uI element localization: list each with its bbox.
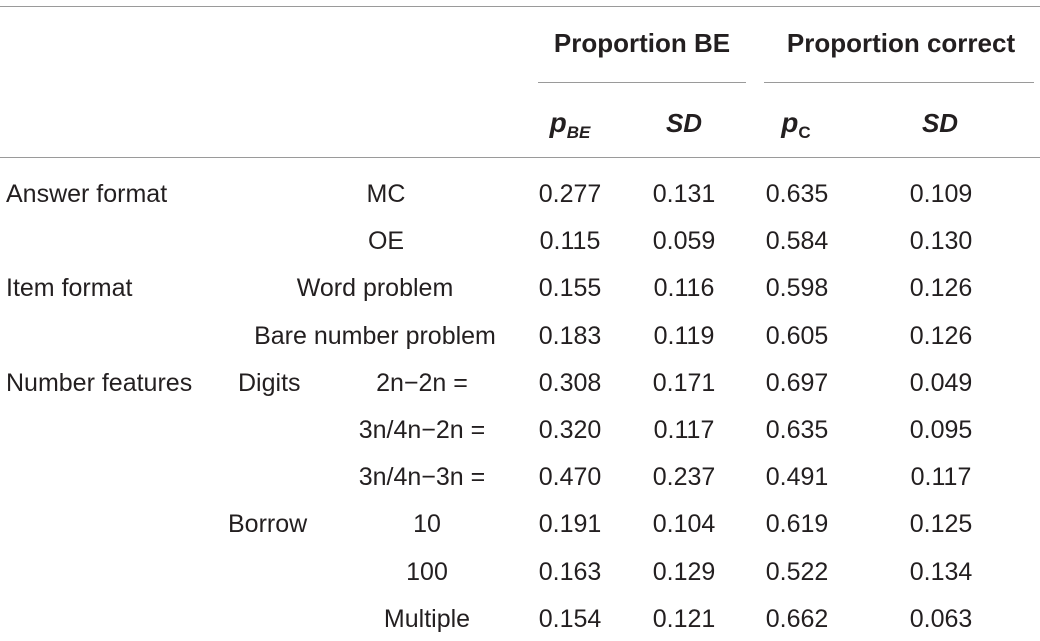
cell-pbe: 0.154	[538, 605, 602, 633]
cell-pc: 0.605	[765, 322, 829, 350]
row-category: Number features	[6, 369, 193, 397]
header-pbe-main: p	[549, 107, 567, 138]
cell-sd-be: 0.104	[652, 510, 716, 538]
cell-sd-correct: 0.063	[909, 605, 973, 633]
cell-pc: 0.619	[765, 510, 829, 538]
row-category: Answer format	[6, 180, 168, 208]
cell-sd-be: 0.237	[652, 463, 716, 491]
group-rule-correct	[764, 82, 1034, 83]
cell-pc: 0.491	[765, 463, 829, 491]
cell-sd-be: 0.059	[652, 227, 716, 255]
header-proportion-correct: Proportion correct	[786, 28, 1016, 58]
row-level: 10	[413, 510, 441, 538]
cell-sd-be: 0.171	[652, 369, 716, 397]
row-level: 3n/4n−3n =	[358, 463, 486, 491]
cell-sd-correct: 0.126	[909, 322, 973, 350]
row-level: MC	[366, 180, 406, 208]
cell-sd-correct: 0.049	[909, 369, 973, 397]
row-subcategory: Borrow	[228, 510, 308, 538]
cell-pc: 0.635	[765, 180, 829, 208]
row-subcategory: Digits	[238, 369, 301, 397]
cell-sd-be: 0.117	[653, 416, 715, 444]
cell-sd-correct: 0.126	[909, 274, 973, 302]
header-pc-main: p	[781, 107, 799, 138]
cell-sd-correct: 0.117	[910, 463, 972, 491]
cell-pbe: 0.191	[538, 510, 602, 538]
cell-sd-correct: 0.130	[909, 227, 973, 255]
cell-pc: 0.598	[765, 274, 829, 302]
row-level: 3n/4n−2n =	[358, 416, 486, 444]
row-level: OE	[367, 227, 405, 255]
cell-sd-be: 0.119	[653, 322, 715, 350]
cell-pbe: 0.163	[538, 558, 602, 586]
row-level: Word problem	[296, 274, 454, 302]
row-level: 100	[406, 558, 448, 586]
header-proportion-be: Proportion BE	[553, 28, 731, 58]
cell-pc: 0.584	[765, 227, 829, 255]
cell-sd-correct: 0.125	[909, 510, 973, 538]
header-rule	[0, 157, 1040, 158]
cell-pbe: 0.320	[538, 416, 602, 444]
cell-pc: 0.662	[765, 605, 829, 633]
header-pc-sub: C	[798, 123, 811, 142]
header-pbe: pBE	[550, 108, 591, 148]
cell-pbe: 0.155	[538, 274, 602, 302]
group-rule-be	[538, 82, 746, 83]
cell-sd-be: 0.116	[653, 274, 715, 302]
cell-pc: 0.635	[765, 416, 829, 444]
row-level: Bare number problem	[254, 322, 496, 350]
cell-pbe: 0.308	[538, 369, 602, 397]
header-sd-be: SD	[665, 108, 703, 138]
cell-sd-be: 0.121	[652, 605, 716, 633]
row-category: Item format	[6, 274, 133, 302]
cell-pbe: 0.183	[538, 322, 602, 350]
header-pc: pC	[781, 108, 810, 148]
cell-sd-be: 0.129	[652, 558, 716, 586]
cell-pbe: 0.277	[538, 180, 602, 208]
row-level: Multiple	[383, 605, 471, 633]
header-pbe-sub: BE	[566, 123, 591, 142]
cell-pbe: 0.470	[538, 463, 602, 491]
row-level: 2n−2n =	[376, 369, 468, 397]
cell-sd-correct: 0.109	[909, 180, 973, 208]
cell-pc: 0.522	[765, 558, 829, 586]
cell-sd-correct: 0.134	[909, 558, 973, 586]
top-rule	[0, 6, 1040, 7]
cell-pc: 0.697	[765, 369, 829, 397]
cell-sd-be: 0.131	[652, 180, 716, 208]
cell-pbe: 0.115	[539, 227, 601, 255]
header-sd-correct: SD	[921, 108, 959, 138]
cell-sd-correct: 0.095	[909, 416, 973, 444]
